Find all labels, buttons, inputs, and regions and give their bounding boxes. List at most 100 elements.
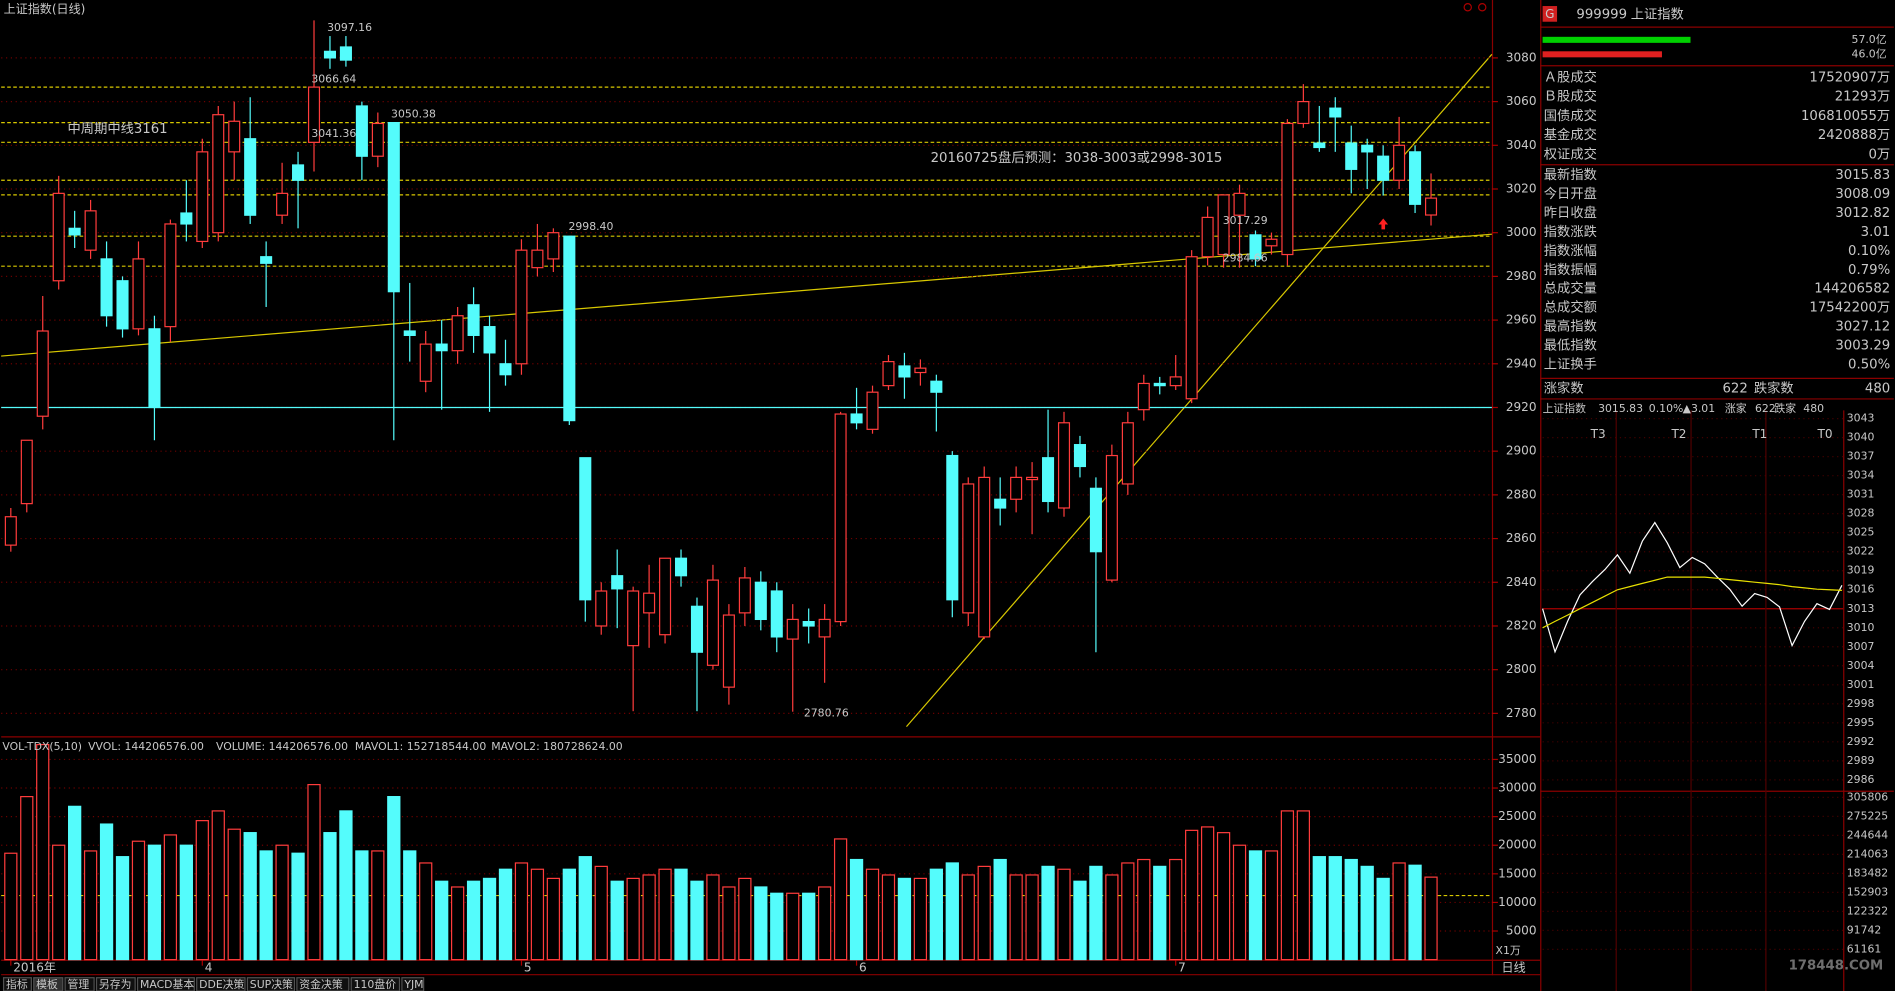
volume-bar (802, 892, 816, 961)
row-label: 基金成交 (1544, 126, 1597, 143)
volume-bar (68, 805, 82, 961)
tab[interactable] (350, 977, 401, 991)
tab[interactable] (64, 977, 95, 991)
candle-body (1424, 197, 1438, 216)
candle-body (1265, 238, 1278, 247)
tab[interactable] (296, 977, 350, 991)
tab[interactable] (2, 977, 32, 991)
volume-bar (977, 865, 991, 961)
tab[interactable] (136, 977, 195, 991)
button[interactable] (1463, 3, 1472, 12)
x-tick-label: 4 (205, 961, 213, 975)
x-tick-label: 2016年 (13, 961, 56, 975)
legend-entry: MAVOL2: 180728624.00 (491, 740, 623, 753)
tab-label[interactable]: 模板 (36, 977, 58, 991)
volume-unit: X1万 (1496, 944, 1521, 957)
volume-bar (897, 877, 912, 961)
volume-bar (1200, 826, 1215, 961)
candle-body (930, 380, 943, 393)
row-label: 权证成交 (1544, 146, 1597, 163)
candle-body (1345, 142, 1358, 170)
price-label: 3097.16 (327, 21, 372, 34)
candle-body (898, 365, 911, 378)
price-line (1542, 576, 1842, 629)
volume-bar (482, 877, 497, 961)
button[interactable] (1478, 3, 1487, 12)
y-tick-label: 2995 (1847, 716, 1875, 729)
volume-bar (546, 877, 561, 961)
row-value: 3.01 (1861, 225, 1891, 240)
volume-bar (147, 844, 162, 961)
tab[interactable] (246, 977, 296, 991)
y-tick-label: 2900 (1506, 444, 1537, 458)
candle-body (148, 328, 161, 409)
tab-label[interactable]: 指标 (6, 977, 28, 991)
tab-label[interactable]: DDE决策 (199, 977, 244, 991)
tab[interactable] (401, 977, 425, 991)
tab[interactable] (196, 977, 246, 991)
volume-bar (1057, 868, 1071, 961)
row-value: 17520907万 (1809, 70, 1890, 85)
y-tick-label: 3037 (1847, 450, 1875, 463)
y-tick-label: 3019 (1847, 564, 1875, 577)
volume-bar (243, 832, 257, 961)
candle-body (962, 483, 975, 614)
tab-label[interactable]: 110盘价 (354, 977, 397, 991)
price-line (1542, 521, 1843, 654)
volume-bar (1169, 858, 1183, 961)
y-tick-label: 61161 (1847, 942, 1882, 955)
tab[interactable] (95, 977, 136, 991)
breadth-value: 480 (1865, 382, 1890, 397)
volume-bar (1025, 874, 1039, 961)
row-label: 今日开盘 (1544, 185, 1597, 202)
volume-bar (1408, 864, 1422, 961)
volume-bar (466, 880, 481, 961)
y-tick-label: 15000 (1498, 866, 1536, 880)
volume-bar (355, 850, 369, 961)
tab[interactable] (33, 977, 64, 991)
candle-body (499, 363, 512, 376)
volume-bar (706, 874, 720, 961)
arrow-icon (1378, 218, 1389, 230)
row-label: 国债成交 (1544, 107, 1597, 124)
candle-body (1217, 194, 1230, 256)
volume-bar (1360, 865, 1374, 961)
candle-body (1153, 382, 1166, 387)
window-buttons[interactable] (1463, 3, 1487, 12)
tab-label[interactable]: 管理 (68, 977, 90, 991)
candle-body (1169, 376, 1182, 387)
tab-label[interactable]: SUP决策 (250, 977, 293, 991)
volume-bar (20, 796, 34, 961)
header-item: 480 (1803, 402, 1824, 415)
candle-body (994, 498, 1007, 509)
amount-label: 46.0亿 (1852, 47, 1887, 60)
row-value: 0.10% (1848, 244, 1890, 259)
y-tick-label: 3025 (1847, 526, 1875, 539)
candle-body (435, 343, 448, 352)
candle-body (451, 315, 464, 352)
volume-bar (738, 877, 752, 961)
tab-label[interactable]: YJM (403, 978, 423, 991)
tab-label[interactable]: 资金决策 (299, 977, 343, 991)
y-tick-label: 3040 (1847, 431, 1875, 444)
candle-body (467, 304, 480, 336)
volume-bar (1280, 810, 1295, 961)
tab-label[interactable]: 另存为 (99, 977, 132, 991)
candle-body (1073, 444, 1086, 468)
volume-bar (387, 796, 401, 961)
volume-bar (1121, 862, 1135, 961)
y-tick-label: 3004 (1847, 659, 1875, 672)
y-tick-label: 91742 (1847, 923, 1882, 936)
tab-label[interactable]: MACD基本 (140, 977, 194, 991)
y-tick-label: 3022 (1847, 545, 1875, 558)
candle-body (164, 223, 177, 328)
breadth-label: 跌家数 (1754, 380, 1794, 397)
volume-bar (562, 868, 576, 961)
volume-bar (770, 892, 784, 961)
volume-bar (722, 886, 736, 961)
header-item: ▲3.01 (1683, 402, 1716, 415)
x-tick-label: 5 (524, 961, 532, 975)
y-tick-label: 3013 (1847, 602, 1875, 615)
y-tick-label: 10000 (1498, 895, 1536, 909)
